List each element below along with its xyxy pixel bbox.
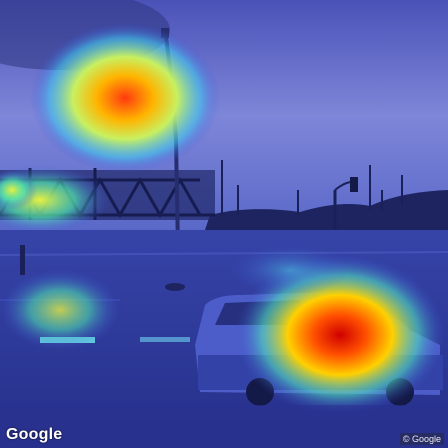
heat-spot-road [0,270,120,350]
heat-spot-sky [30,23,220,173]
heat-spot-car [235,255,445,415]
google-watermark: Google [6,426,63,443]
catenary-poles [221,160,403,215]
copyright-watermark: © Google [399,433,444,445]
